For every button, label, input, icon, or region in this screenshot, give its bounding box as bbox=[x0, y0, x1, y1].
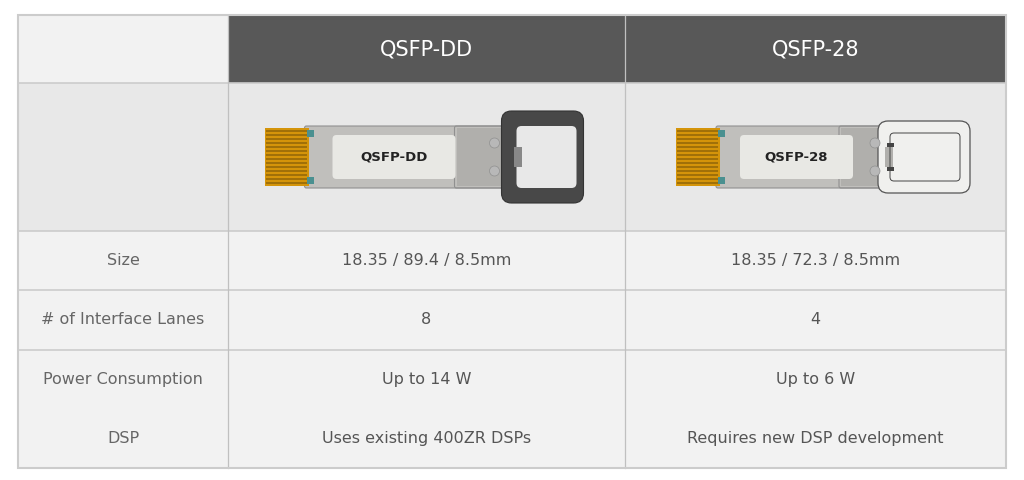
Bar bbox=[677, 130, 718, 132]
Text: 8: 8 bbox=[421, 312, 432, 327]
Text: Power Consumption: Power Consumption bbox=[43, 372, 203, 386]
Bar bbox=[18, 83, 228, 231]
Bar bbox=[18, 349, 228, 409]
Text: QSFP-28: QSFP-28 bbox=[765, 151, 828, 164]
Bar bbox=[265, 142, 306, 144]
Bar bbox=[677, 174, 718, 176]
Bar bbox=[265, 182, 306, 184]
Bar bbox=[264, 128, 308, 186]
Bar bbox=[228, 231, 625, 290]
Bar bbox=[718, 130, 725, 137]
Bar bbox=[265, 166, 306, 168]
Bar bbox=[265, 158, 306, 160]
Circle shape bbox=[870, 138, 880, 148]
Bar bbox=[625, 83, 1006, 231]
Bar bbox=[18, 290, 228, 349]
FancyBboxPatch shape bbox=[516, 126, 577, 188]
FancyBboxPatch shape bbox=[304, 126, 518, 188]
Bar bbox=[228, 409, 625, 468]
Bar bbox=[677, 162, 718, 164]
Text: Size: Size bbox=[106, 253, 139, 268]
Bar bbox=[513, 147, 521, 167]
Bar bbox=[885, 147, 893, 167]
Bar bbox=[265, 178, 306, 180]
Bar bbox=[887, 167, 894, 171]
Bar bbox=[718, 177, 725, 184]
Bar bbox=[228, 15, 625, 83]
Bar bbox=[625, 290, 1006, 349]
Bar bbox=[841, 128, 893, 186]
Text: 4: 4 bbox=[810, 312, 820, 327]
Bar bbox=[265, 134, 306, 136]
Bar bbox=[265, 130, 306, 132]
FancyBboxPatch shape bbox=[333, 135, 456, 179]
Bar bbox=[228, 83, 625, 231]
Bar bbox=[228, 349, 625, 409]
Text: Requires new DSP development: Requires new DSP development bbox=[687, 431, 944, 446]
Bar bbox=[887, 143, 894, 147]
Bar bbox=[677, 134, 718, 136]
Bar bbox=[265, 146, 306, 148]
Bar bbox=[677, 146, 718, 148]
Bar bbox=[228, 290, 625, 349]
Bar bbox=[457, 128, 516, 186]
Bar bbox=[625, 409, 1006, 468]
Text: Up to 6 W: Up to 6 W bbox=[776, 372, 855, 386]
Bar bbox=[677, 166, 718, 168]
FancyBboxPatch shape bbox=[716, 126, 895, 188]
Bar bbox=[677, 178, 718, 180]
Circle shape bbox=[489, 166, 500, 176]
FancyBboxPatch shape bbox=[502, 111, 584, 203]
Bar bbox=[18, 231, 228, 290]
Text: DSP: DSP bbox=[106, 431, 139, 446]
Bar bbox=[625, 349, 1006, 409]
Text: QSFP-28: QSFP-28 bbox=[772, 39, 859, 59]
Bar bbox=[306, 177, 313, 184]
Text: 18.35 / 72.3 / 8.5mm: 18.35 / 72.3 / 8.5mm bbox=[731, 253, 900, 268]
Bar bbox=[18, 15, 228, 83]
Bar bbox=[265, 162, 306, 164]
Bar bbox=[265, 150, 306, 152]
FancyBboxPatch shape bbox=[878, 121, 970, 193]
Bar bbox=[18, 409, 228, 468]
Text: 18.35 / 89.4 / 8.5mm: 18.35 / 89.4 / 8.5mm bbox=[342, 253, 511, 268]
Bar bbox=[677, 150, 718, 152]
Bar bbox=[677, 154, 718, 156]
Circle shape bbox=[489, 138, 500, 148]
Bar bbox=[677, 182, 718, 184]
Bar bbox=[677, 138, 718, 140]
Bar bbox=[265, 170, 306, 172]
Bar bbox=[265, 138, 306, 140]
Text: QSFP-DD: QSFP-DD bbox=[360, 151, 428, 164]
Bar bbox=[625, 15, 1006, 83]
Bar bbox=[306, 130, 313, 137]
Text: Up to 14 W: Up to 14 W bbox=[382, 372, 471, 386]
Circle shape bbox=[870, 166, 880, 176]
Bar bbox=[265, 154, 306, 156]
Bar bbox=[677, 158, 718, 160]
Bar bbox=[625, 231, 1006, 290]
FancyBboxPatch shape bbox=[740, 135, 853, 179]
Bar bbox=[677, 142, 718, 144]
Bar bbox=[509, 143, 518, 171]
Bar bbox=[677, 170, 718, 172]
Bar bbox=[265, 174, 306, 176]
Text: Uses existing 400ZR DSPs: Uses existing 400ZR DSPs bbox=[322, 431, 531, 446]
Text: # of Interface Lanes: # of Interface Lanes bbox=[41, 312, 205, 327]
Bar bbox=[676, 128, 720, 186]
Text: QSFP-DD: QSFP-DD bbox=[380, 39, 473, 59]
